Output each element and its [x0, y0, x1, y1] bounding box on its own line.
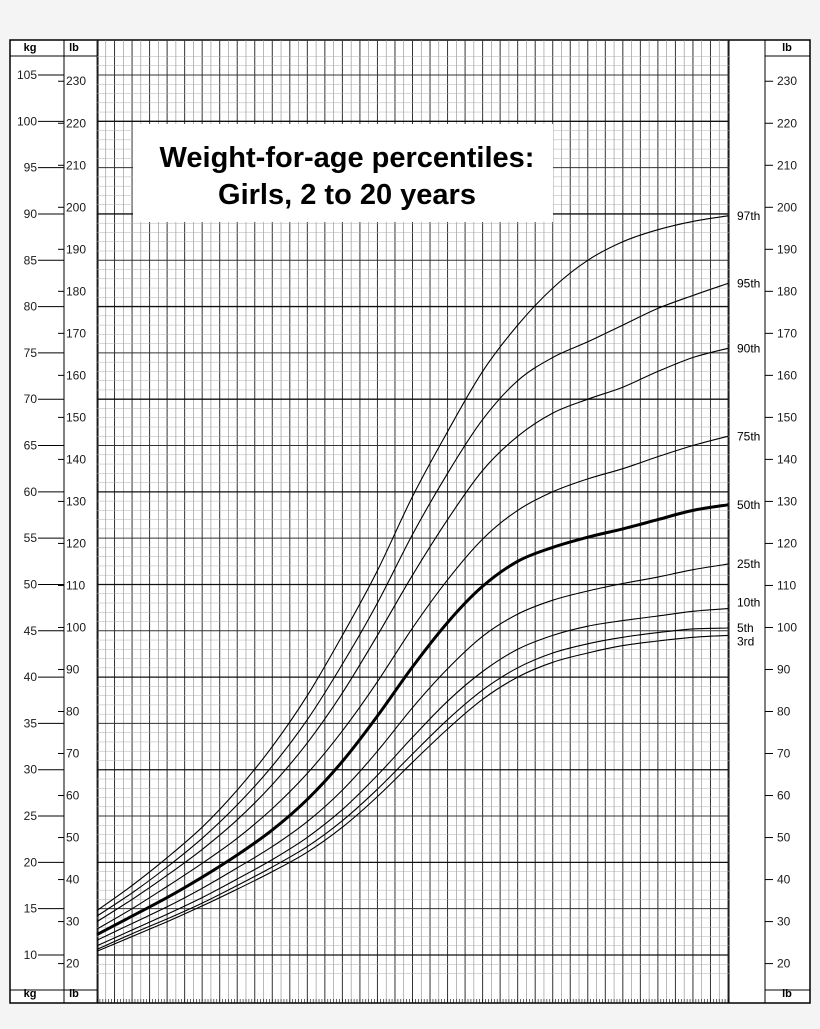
- kg-tick-label: 35: [24, 716, 38, 730]
- kg-tick-label: 15: [24, 902, 38, 916]
- lb-tick-label-right: 170: [777, 326, 797, 340]
- lb-tick-label-left: 170: [66, 326, 86, 340]
- lb-tick-label-left: 150: [66, 410, 86, 424]
- lb-tick-label-right: 210: [777, 158, 797, 172]
- kg-tick-label: 60: [24, 485, 38, 499]
- percentile-curve-95th: [96, 282, 729, 917]
- kg-unit-label-bottom: kg: [24, 988, 37, 1000]
- percentile-curve-97th: [96, 215, 729, 911]
- lb-tick-label-right: 190: [777, 242, 797, 256]
- percentile-label-5th: 5th: [737, 621, 754, 635]
- lb-tick-label-right: 110: [777, 578, 796, 592]
- lb-tick-label-right: 90: [777, 662, 791, 676]
- percentile-label-3rd: 3rd: [737, 634, 754, 648]
- lb-tick-label-right: 60: [777, 789, 791, 803]
- lb-tick-label-left: 110: [66, 578, 85, 592]
- percentile-curve-10th: [96, 608, 729, 947]
- kg-tick-label: 100: [17, 114, 37, 128]
- lb-tick-label-left: 30: [66, 915, 80, 929]
- lb-tick-label-right: 140: [777, 452, 797, 466]
- kg-tick-label: 30: [24, 763, 38, 777]
- lb-tick-label-left: 70: [66, 747, 80, 761]
- lb-unit-label-bottom-left: lb: [69, 988, 79, 1000]
- kg-tick-label: 90: [24, 207, 38, 221]
- kg-tick-label: 80: [24, 300, 38, 314]
- kg-tick-label: 85: [24, 253, 38, 267]
- kg-tick-label: 70: [24, 392, 38, 406]
- lb-tick-label-right: 200: [777, 200, 797, 214]
- lb-tick-label-right: 40: [777, 873, 791, 887]
- kg-tick-label: 45: [24, 624, 38, 638]
- percentile-label-25th: 25th: [737, 557, 760, 571]
- lb-tick-label-left: 100: [66, 620, 86, 634]
- lb-tick-label-left: 190: [66, 242, 86, 256]
- percentile-label-95th: 95th: [737, 276, 760, 290]
- kg-tick-label: 65: [24, 439, 38, 453]
- lb-tick-label-left: 120: [66, 536, 86, 550]
- lb-tick-label-left: 200: [66, 200, 86, 214]
- lb-tick-label-left: 80: [66, 704, 80, 718]
- kg-tick-label: 20: [24, 855, 38, 869]
- lb-tick-label-right: 220: [777, 116, 797, 130]
- kg-tick-label: 25: [24, 809, 38, 823]
- lb-tick-label-right: 80: [777, 704, 791, 718]
- percentile-curve-5th: [96, 627, 729, 950]
- lb-tick-label-right: 150: [777, 410, 797, 424]
- chart-title-line-1: Weight-for-age percentiles:: [160, 142, 535, 174]
- kg-tick-label: 95: [24, 161, 38, 175]
- lb-tick-label-right: 160: [777, 368, 797, 382]
- percentile-curve-25th: [96, 563, 729, 941]
- lb-tick-label-right: 100: [777, 620, 797, 634]
- lb-tick-label-left: 230: [66, 74, 86, 88]
- percentile-label-90th: 90th: [737, 341, 760, 355]
- lb-tick-label-right: 20: [777, 957, 791, 971]
- lb-tick-label-left: 220: [66, 116, 86, 130]
- kg-tick-label: 105: [17, 68, 37, 82]
- chart-title-line-2: Girls, 2 to 20 years: [218, 179, 476, 211]
- lb-tick-label-right: 70: [777, 747, 791, 761]
- kg-tick-label: 40: [24, 670, 38, 684]
- percentile-curve-3rd: [96, 634, 729, 952]
- kg-tick-label: 55: [24, 531, 38, 545]
- kg-tick-label: 50: [24, 577, 38, 591]
- chart-title-box: Weight-for-age percentiles: Girls, 2 to …: [133, 124, 553, 222]
- lb-tick-label-right: 30: [777, 915, 791, 929]
- lb-tick-label-right: 180: [777, 284, 797, 298]
- lb-tick-label-right: 230: [777, 74, 797, 88]
- percentile-curve-90th: [96, 347, 729, 923]
- lb-tick-label-left: 50: [66, 831, 80, 845]
- lb-tick-label-right: 50: [777, 831, 791, 845]
- title-background: [133, 124, 553, 222]
- kg-unit-label-top: kg: [24, 42, 37, 54]
- lb-unit-label-top-left: lb: [69, 42, 79, 54]
- lb-tick-label-left: 40: [66, 873, 80, 887]
- lb-tick-label-left: 180: [66, 284, 86, 298]
- percentile-curve-75th: [96, 435, 729, 930]
- percentile-label-75th: 75th: [737, 429, 760, 443]
- lb-tick-label-left: 160: [66, 368, 86, 382]
- kg-tick-label: 75: [24, 346, 38, 360]
- percentile-label-50th: 50th: [737, 498, 760, 512]
- percentile-curve-50th: [96, 503, 729, 936]
- lb-tick-label-right: 120: [777, 536, 797, 550]
- percentile-label-10th: 10th: [737, 596, 760, 610]
- axes: 10 15 20 25 30 35 40 45 50 55 60 65 70 75 80 85 90 95 100 1…: [10, 42, 810, 1003]
- lb-tick-label-left: 20: [66, 957, 80, 971]
- lb-tick-label-right: 130: [777, 494, 797, 508]
- percentile-label-97th: 97th: [737, 209, 760, 223]
- lb-unit-label-bottom-right: lb: [782, 988, 792, 1000]
- lb-tick-label-left: 140: [66, 452, 86, 466]
- lb-unit-label-top-right: lb: [782, 42, 792, 54]
- lb-tick-label-left: 210: [66, 158, 86, 172]
- kg-tick-label: 10: [24, 948, 38, 962]
- lb-tick-label-left: 60: [66, 789, 80, 803]
- lb-tick-label-left: 130: [66, 494, 86, 508]
- lb-tick-label-left: 90: [66, 662, 80, 676]
